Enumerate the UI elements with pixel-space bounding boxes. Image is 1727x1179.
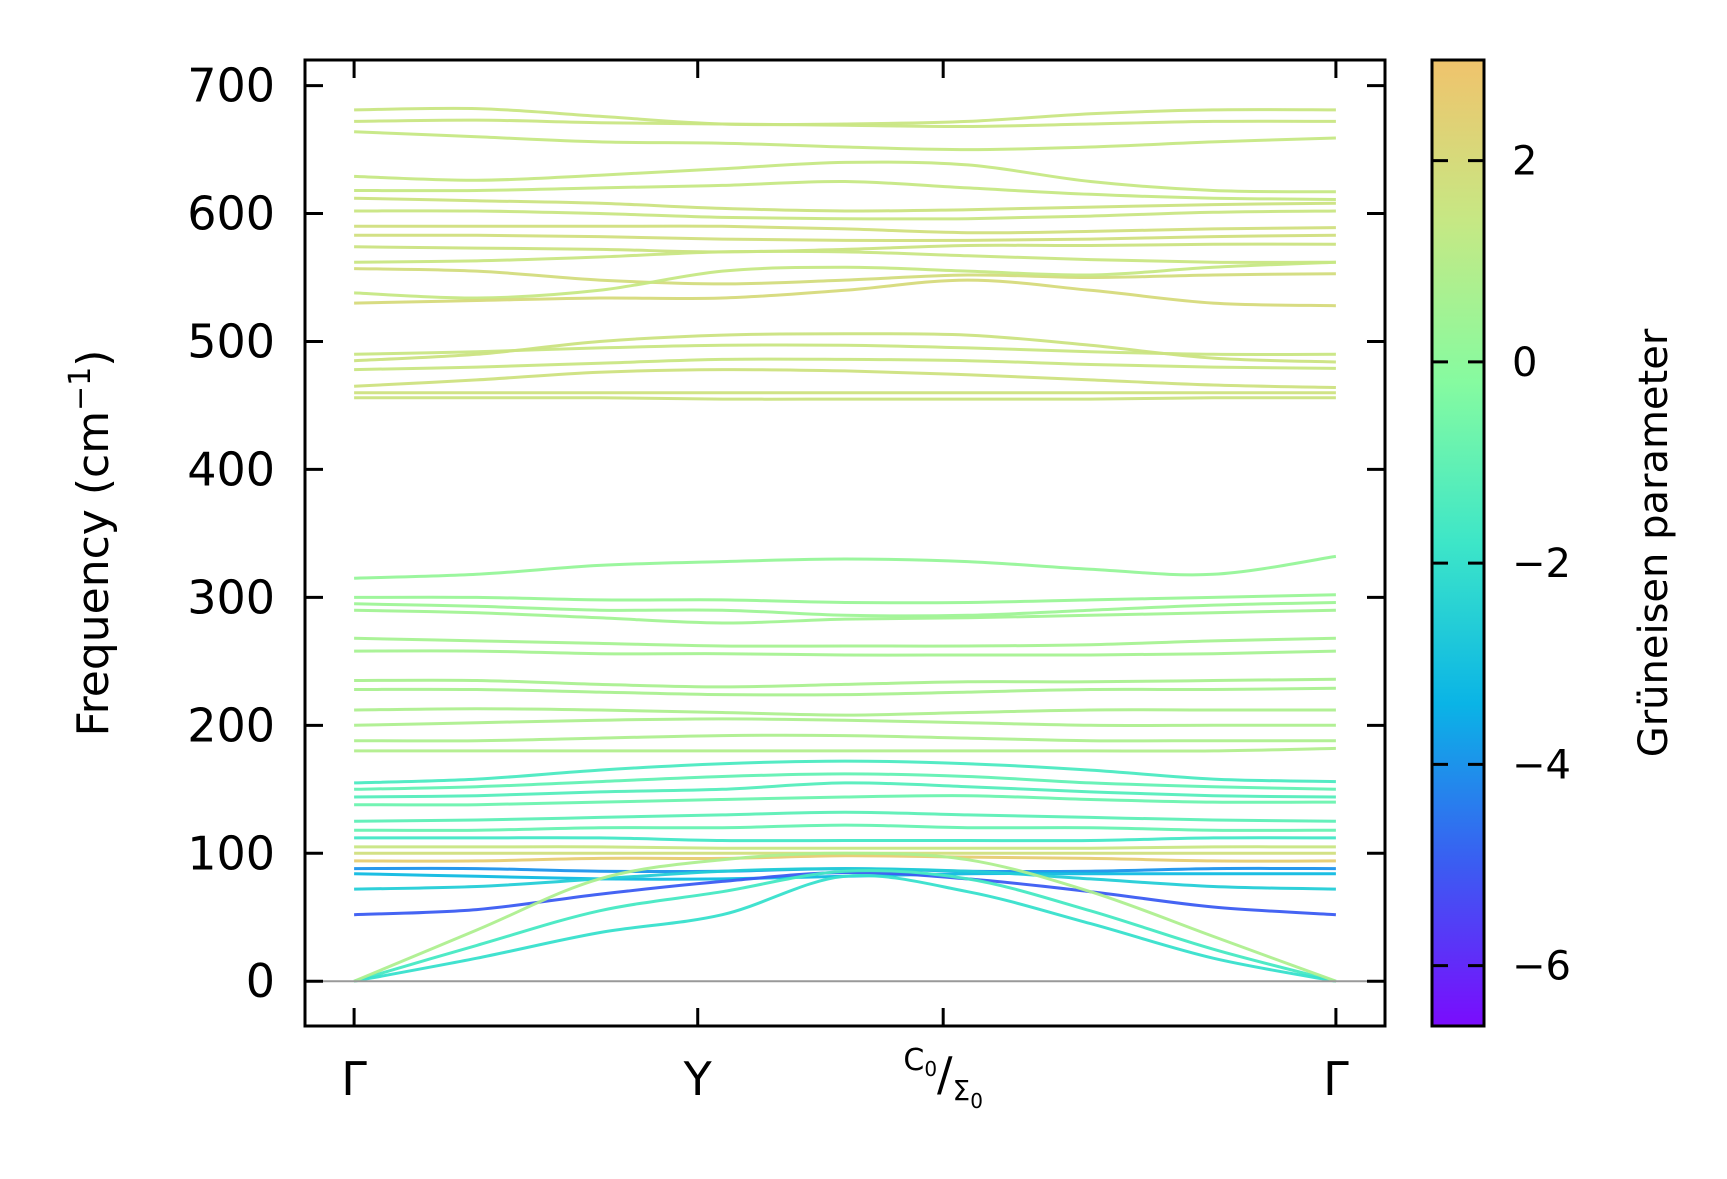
y-tick-label: 200	[187, 698, 275, 752]
band-line	[354, 845, 1336, 850]
band-line	[354, 810, 1336, 823]
y-tick-label: 600	[187, 187, 275, 241]
y-axis-title-close: )	[68, 350, 119, 367]
x-tick-label: Y	[683, 1052, 713, 1106]
band-line	[354, 196, 1336, 213]
band-line	[354, 608, 1336, 625]
colorbar-tick-label: 2	[1512, 139, 1537, 185]
band-line	[354, 224, 1336, 235]
band-line	[354, 772, 1336, 791]
band-line	[353, 869, 1337, 983]
x-tick-label: Γ	[1323, 1052, 1349, 1106]
band-line	[354, 357, 1336, 372]
colorbar-ticks: −6 −4 −2 0 2	[1432, 139, 1571, 990]
y-axis: 0 100 200 300 400 500 600 700	[187, 59, 1385, 1008]
band-line	[354, 593, 1336, 605]
band-line	[354, 717, 1336, 728]
band-line	[354, 233, 1336, 243]
band-line	[354, 686, 1336, 697]
y-axis-title: Frequency (cm−1)	[63, 350, 119, 737]
band-line	[354, 242, 1336, 254]
band-line	[354, 130, 1336, 152]
band-line	[354, 746, 1336, 753]
plot-frame	[303, 58, 1387, 1028]
band-line	[354, 759, 1336, 785]
x-axis: Γ Y C0/Σ0 Γ	[341, 60, 1349, 1113]
band-line	[354, 781, 1336, 799]
y-tick-label: 300	[187, 570, 275, 624]
band-line	[354, 249, 1336, 264]
band-line	[354, 870, 1336, 917]
y-tick-label: 100	[187, 826, 275, 880]
band-line	[354, 267, 1336, 286]
band-line	[353, 851, 1337, 983]
band-line	[354, 794, 1336, 807]
band-line	[354, 601, 1336, 618]
band-line	[354, 554, 1337, 580]
band-line	[354, 278, 1336, 308]
colorbar-tick-label: −4	[1512, 742, 1571, 788]
band-line	[354, 260, 1336, 300]
band-line	[354, 368, 1336, 389]
band-line	[353, 874, 1337, 983]
band-line	[354, 836, 1336, 843]
band-line	[354, 823, 1336, 832]
phonon-bands	[353, 106, 1337, 983]
band-line	[354, 332, 1336, 364]
y-tick-label: 0	[246, 954, 275, 1008]
colorbar-tick-label: −2	[1512, 541, 1571, 587]
y-tick-label: 500	[187, 314, 275, 368]
band-line	[354, 649, 1336, 657]
band-line	[354, 854, 1336, 863]
band-line	[354, 707, 1336, 717]
colorbar	[1430, 58, 1486, 1028]
y-axis-title-superscript: −1	[63, 367, 98, 411]
x-tick-label: Γ	[341, 1052, 367, 1106]
colorbar-tick-label: −6	[1512, 944, 1571, 990]
band-line	[354, 677, 1336, 689]
band-line	[354, 733, 1336, 743]
band-line	[354, 867, 1336, 891]
band-line	[354, 118, 1336, 129]
colorbar-title: Grüneisen parameter	[1631, 328, 1677, 757]
band-line	[354, 179, 1336, 201]
band-line	[354, 636, 1336, 648]
colorbar-tick-label: 0	[1512, 340, 1537, 386]
x-tick-label: C0/Σ0	[903, 1043, 983, 1113]
band-line	[354, 209, 1336, 221]
y-tick-label: 700	[187, 59, 275, 113]
band-line	[354, 396, 1336, 401]
y-tick-label: 400	[187, 442, 275, 496]
band-line	[354, 160, 1336, 194]
